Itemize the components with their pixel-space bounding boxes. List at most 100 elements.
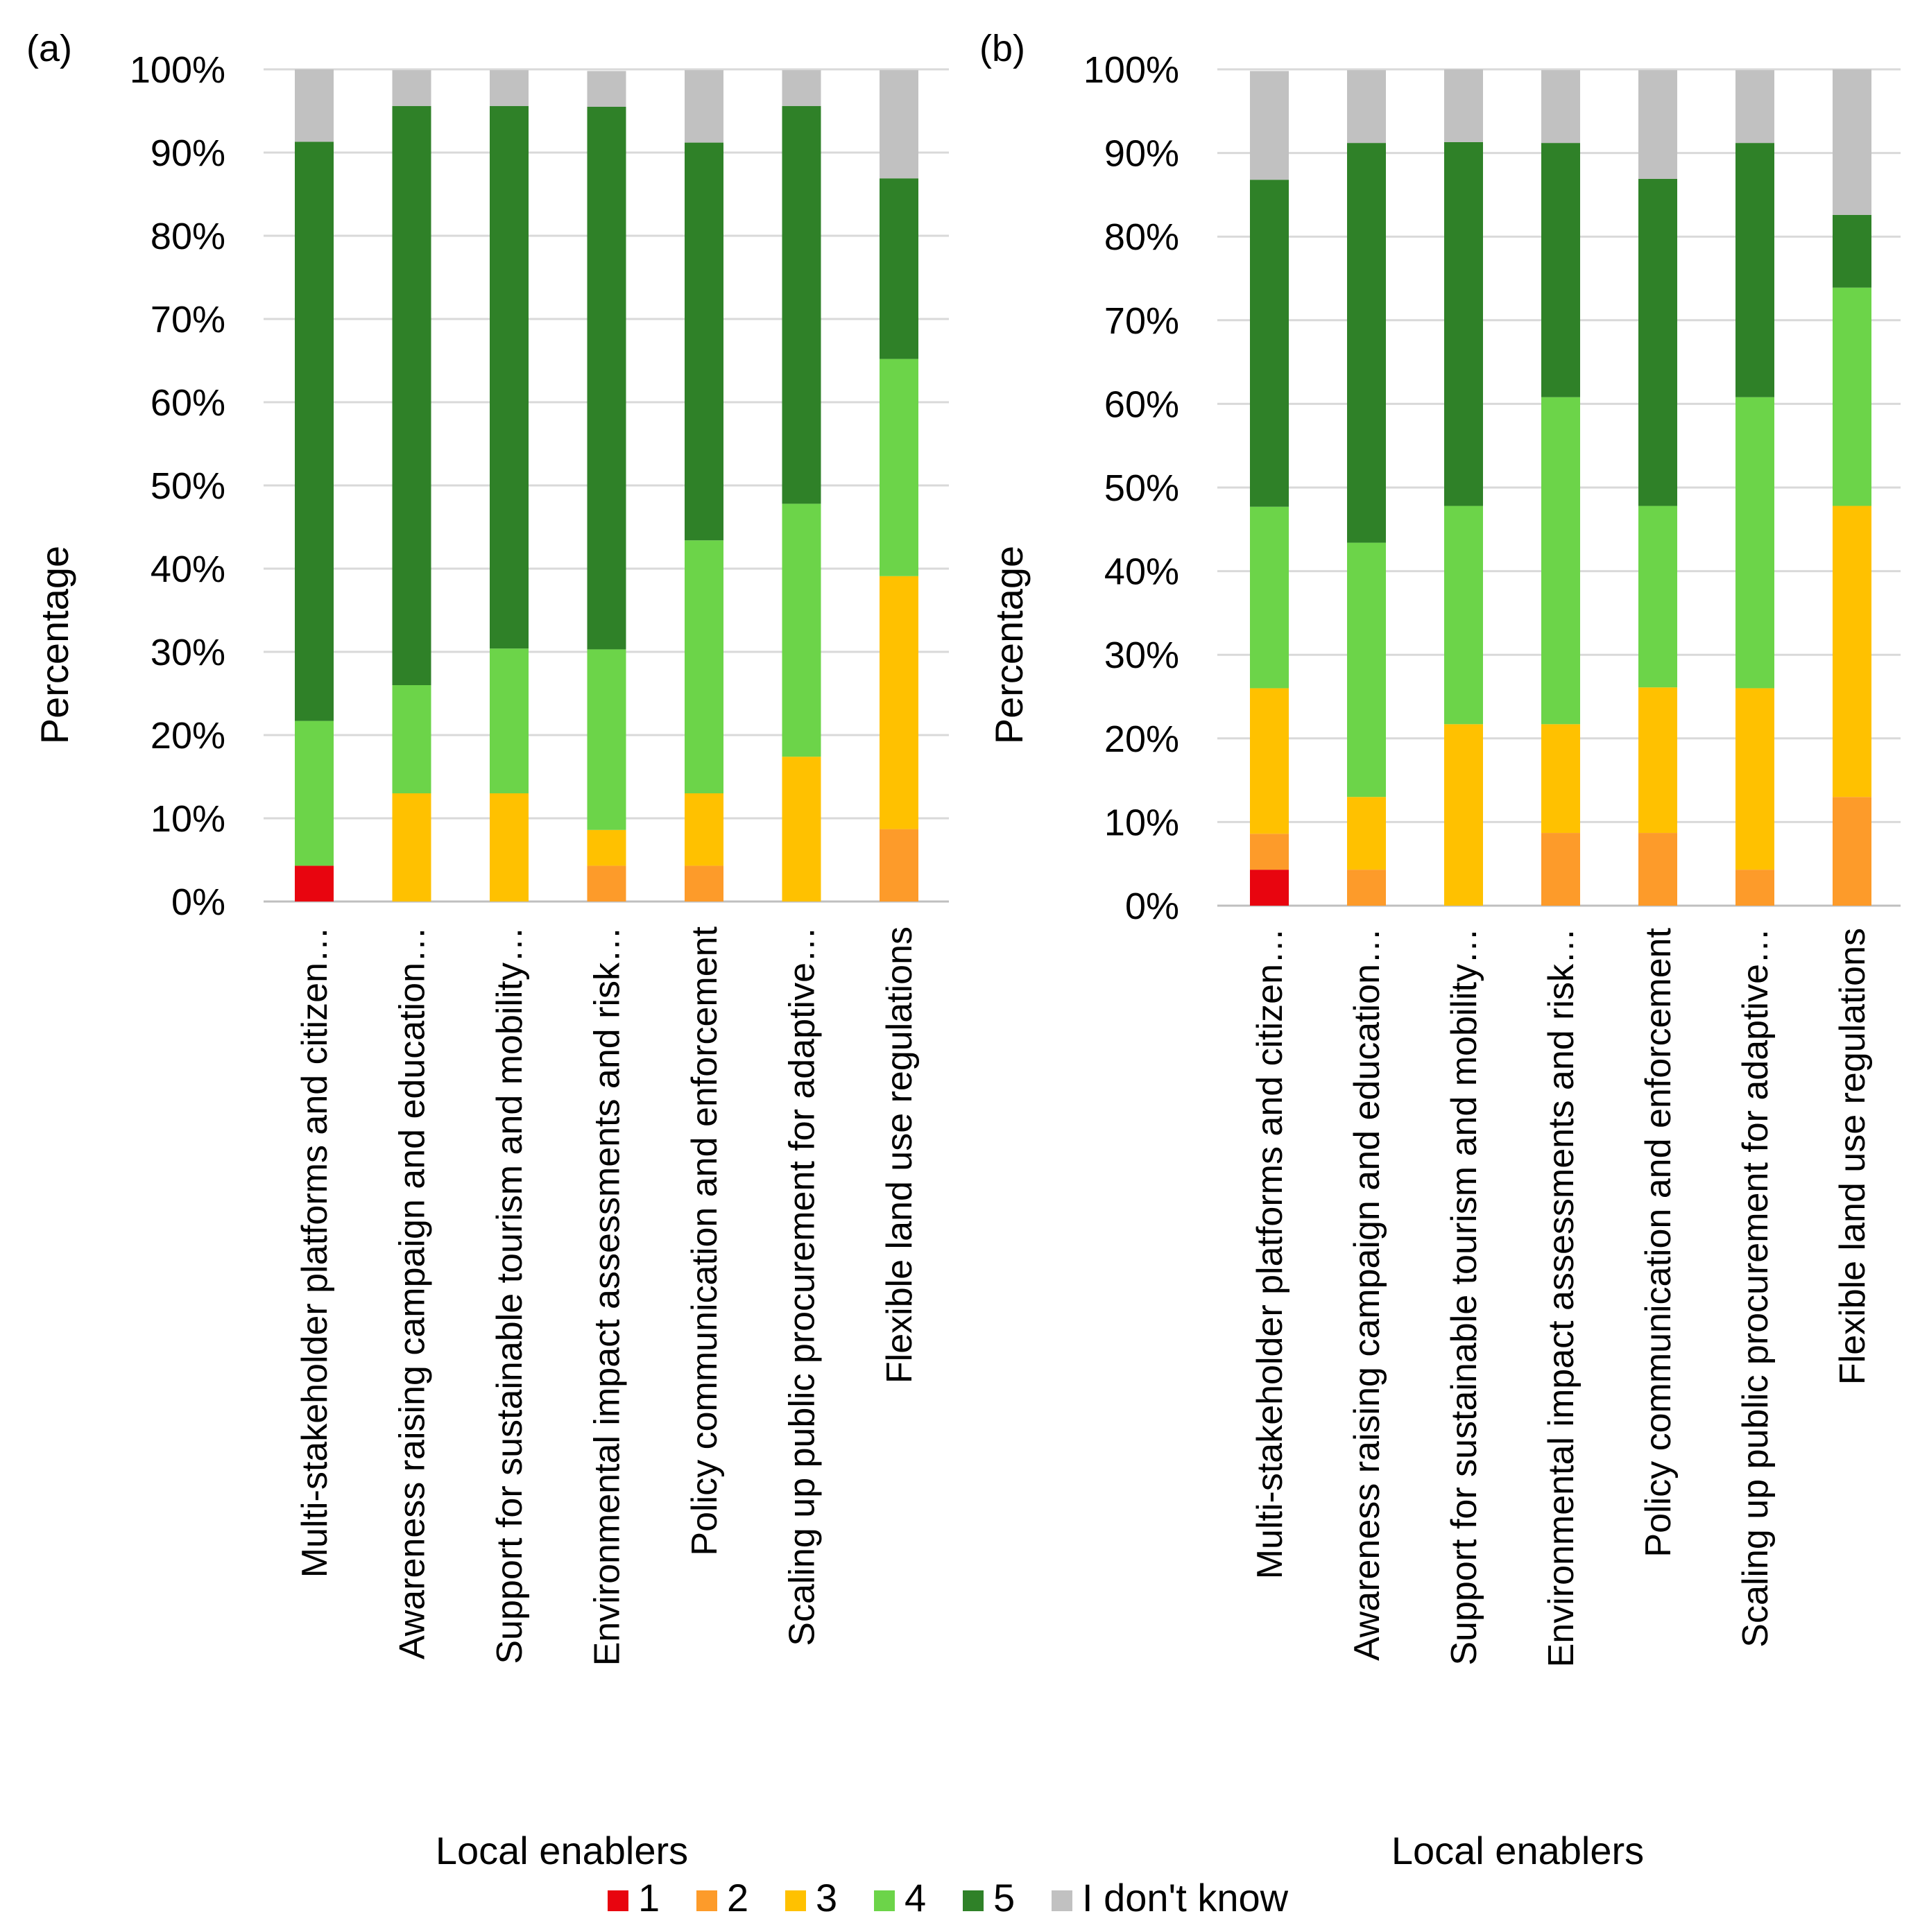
y-tick-label: 40% [1104,551,1179,593]
bar-segment-i-don-t-know [587,71,626,107]
bar-segment-3 [782,757,821,902]
bar-segment-i-don-t-know [1250,71,1289,180]
bar-segment-2 [685,865,723,902]
bar-segment-2 [1541,833,1580,906]
bar-segment-i-don-t-know [685,70,723,143]
bar-segment-3 [1444,724,1483,906]
bar-segment-2 [1638,833,1677,906]
bar-segment-3 [880,576,918,829]
y-tick-label: 30% [1104,635,1179,676]
bar-segment-3 [1347,797,1386,870]
bar-segment-i-don-t-know [392,70,431,106]
x-category-label: Policy communication and enforcement [1638,927,1679,1557]
bar-segment-i-don-t-know [1444,69,1483,142]
panel-label: (b) [979,28,1025,69]
y-tick-label: 100% [1083,49,1179,91]
y-tick-label: 0% [1125,886,1179,927]
bar-segment-5 [1250,180,1289,507]
y-tick-label: 0% [171,881,225,923]
bar-segment-4 [1444,506,1483,725]
y-tick-label: 100% [130,49,225,91]
bar-segment-4 [880,359,918,576]
bar-segment-i-don-t-know [295,69,334,142]
bar-segment-2 [1347,870,1386,906]
x-category-label: Awareness raising campaign and education… [393,926,433,1659]
legend-label: 4 [905,1876,926,1920]
bar-segment-1 [295,865,334,902]
bar-segment-3 [1638,687,1677,834]
bar-segment-5 [782,105,821,504]
legend-swatch [1052,1890,1072,1911]
y-tick-label: 60% [151,382,225,424]
bar-segment-3 [1541,724,1580,834]
y-tick-label: 90% [151,132,225,174]
legend-swatch [963,1890,984,1911]
x-category-label: Awareness raising campaign and education… [1347,928,1387,1661]
y-tick-label: 60% [1104,383,1179,425]
x-category-label: Scaling up public procurement for adapti… [1735,928,1776,1648]
bar-segment-5 [1444,141,1483,506]
x-category-label: Support for sustainable tourism and mobi… [1444,928,1484,1666]
bar-segment-5 [1347,143,1386,543]
bar-segment-3 [685,793,723,866]
bar-segment-3 [490,793,529,902]
panel-label: (a) [26,28,72,69]
x-category-label: Scaling up public procurement for adapti… [782,926,823,1646]
y-tick-label: 90% [1104,133,1179,175]
bar-segment-i-don-t-know [1541,70,1580,144]
x-axis-title: Local enablers [436,1829,688,1872]
y-tick-label: 20% [151,715,225,757]
bar-segment-4 [490,648,529,793]
legend-label: 1 [638,1876,660,1920]
bar-segment-2 [1735,870,1774,906]
y-tick-label: 70% [151,299,225,340]
legend-label: 5 [993,1876,1015,1920]
bar-segment-5 [880,178,918,359]
y-tick-label: 20% [1104,718,1179,760]
y-tick-label: 10% [151,798,225,840]
legend-swatch [874,1890,895,1911]
x-category-label: Multi-stakeholder platforms and citizen… [1250,928,1290,1579]
bar-segment-i-don-t-know [782,70,821,106]
y-tick-label: 40% [151,549,225,590]
bar-segment-4 [1541,397,1580,725]
chart-panel-a: (a) 0% 10% 20% 30% 40% 50% 60% 70% 80% 90% 100% Mult… [26,28,949,1872]
bar-segment-4 [587,649,626,830]
bar-segment-4 [1250,506,1289,689]
y-axis-title: Percentage [33,546,76,744]
bar-segment-5 [392,105,431,686]
bar-segment-i-don-t-know [1638,70,1677,179]
bar-segment-2 [880,829,918,902]
bar-segment-1 [1250,870,1289,906]
legend-label: I don't know [1082,1876,1289,1920]
chart-panel-b: (b) 0% 10% 20% 30% 40% 50% 60% 70% 80% 90% 100% Mult… [979,28,1901,1872]
legend-swatch [696,1890,717,1911]
y-tick-label: 70% [1104,300,1179,342]
bar-segment-4 [1833,287,1871,506]
y-tick-label: 50% [1104,467,1179,509]
y-tick-label: 30% [151,632,225,673]
x-category-label: Environmental impact assessments and ris… [588,926,628,1666]
y-tick-label: 10% [1104,802,1179,843]
bar-segment-i-don-t-know [880,70,918,179]
x-category-label: Environmental impact assessments and ris… [1541,928,1582,1667]
x-category-label: Policy communication and enforcement [685,926,725,1555]
bar-segment-4 [392,685,431,793]
legend-label: 3 [816,1876,837,1920]
y-tick-label: 50% [151,465,225,507]
legend-swatch [785,1890,806,1911]
bar-segment-i-don-t-know [1347,70,1386,144]
bar-segment-4 [1638,506,1677,688]
x-category-label: Multi-stakeholder platforms and citizen… [295,926,335,1578]
bar-segment-i-don-t-know [1735,70,1774,144]
bar-segment-5 [587,107,626,650]
legend-label: 2 [727,1876,748,1920]
bar-segment-4 [782,503,821,757]
y-axis-title: Percentage [987,546,1031,744]
bar-segment-3 [1833,506,1871,797]
x-category-label: Flexible land use regulations [1833,928,1873,1385]
x-category-label: Flexible land use regulations [880,926,920,1383]
bar-segment-4 [1735,397,1774,689]
bar-segment-5 [490,105,529,649]
